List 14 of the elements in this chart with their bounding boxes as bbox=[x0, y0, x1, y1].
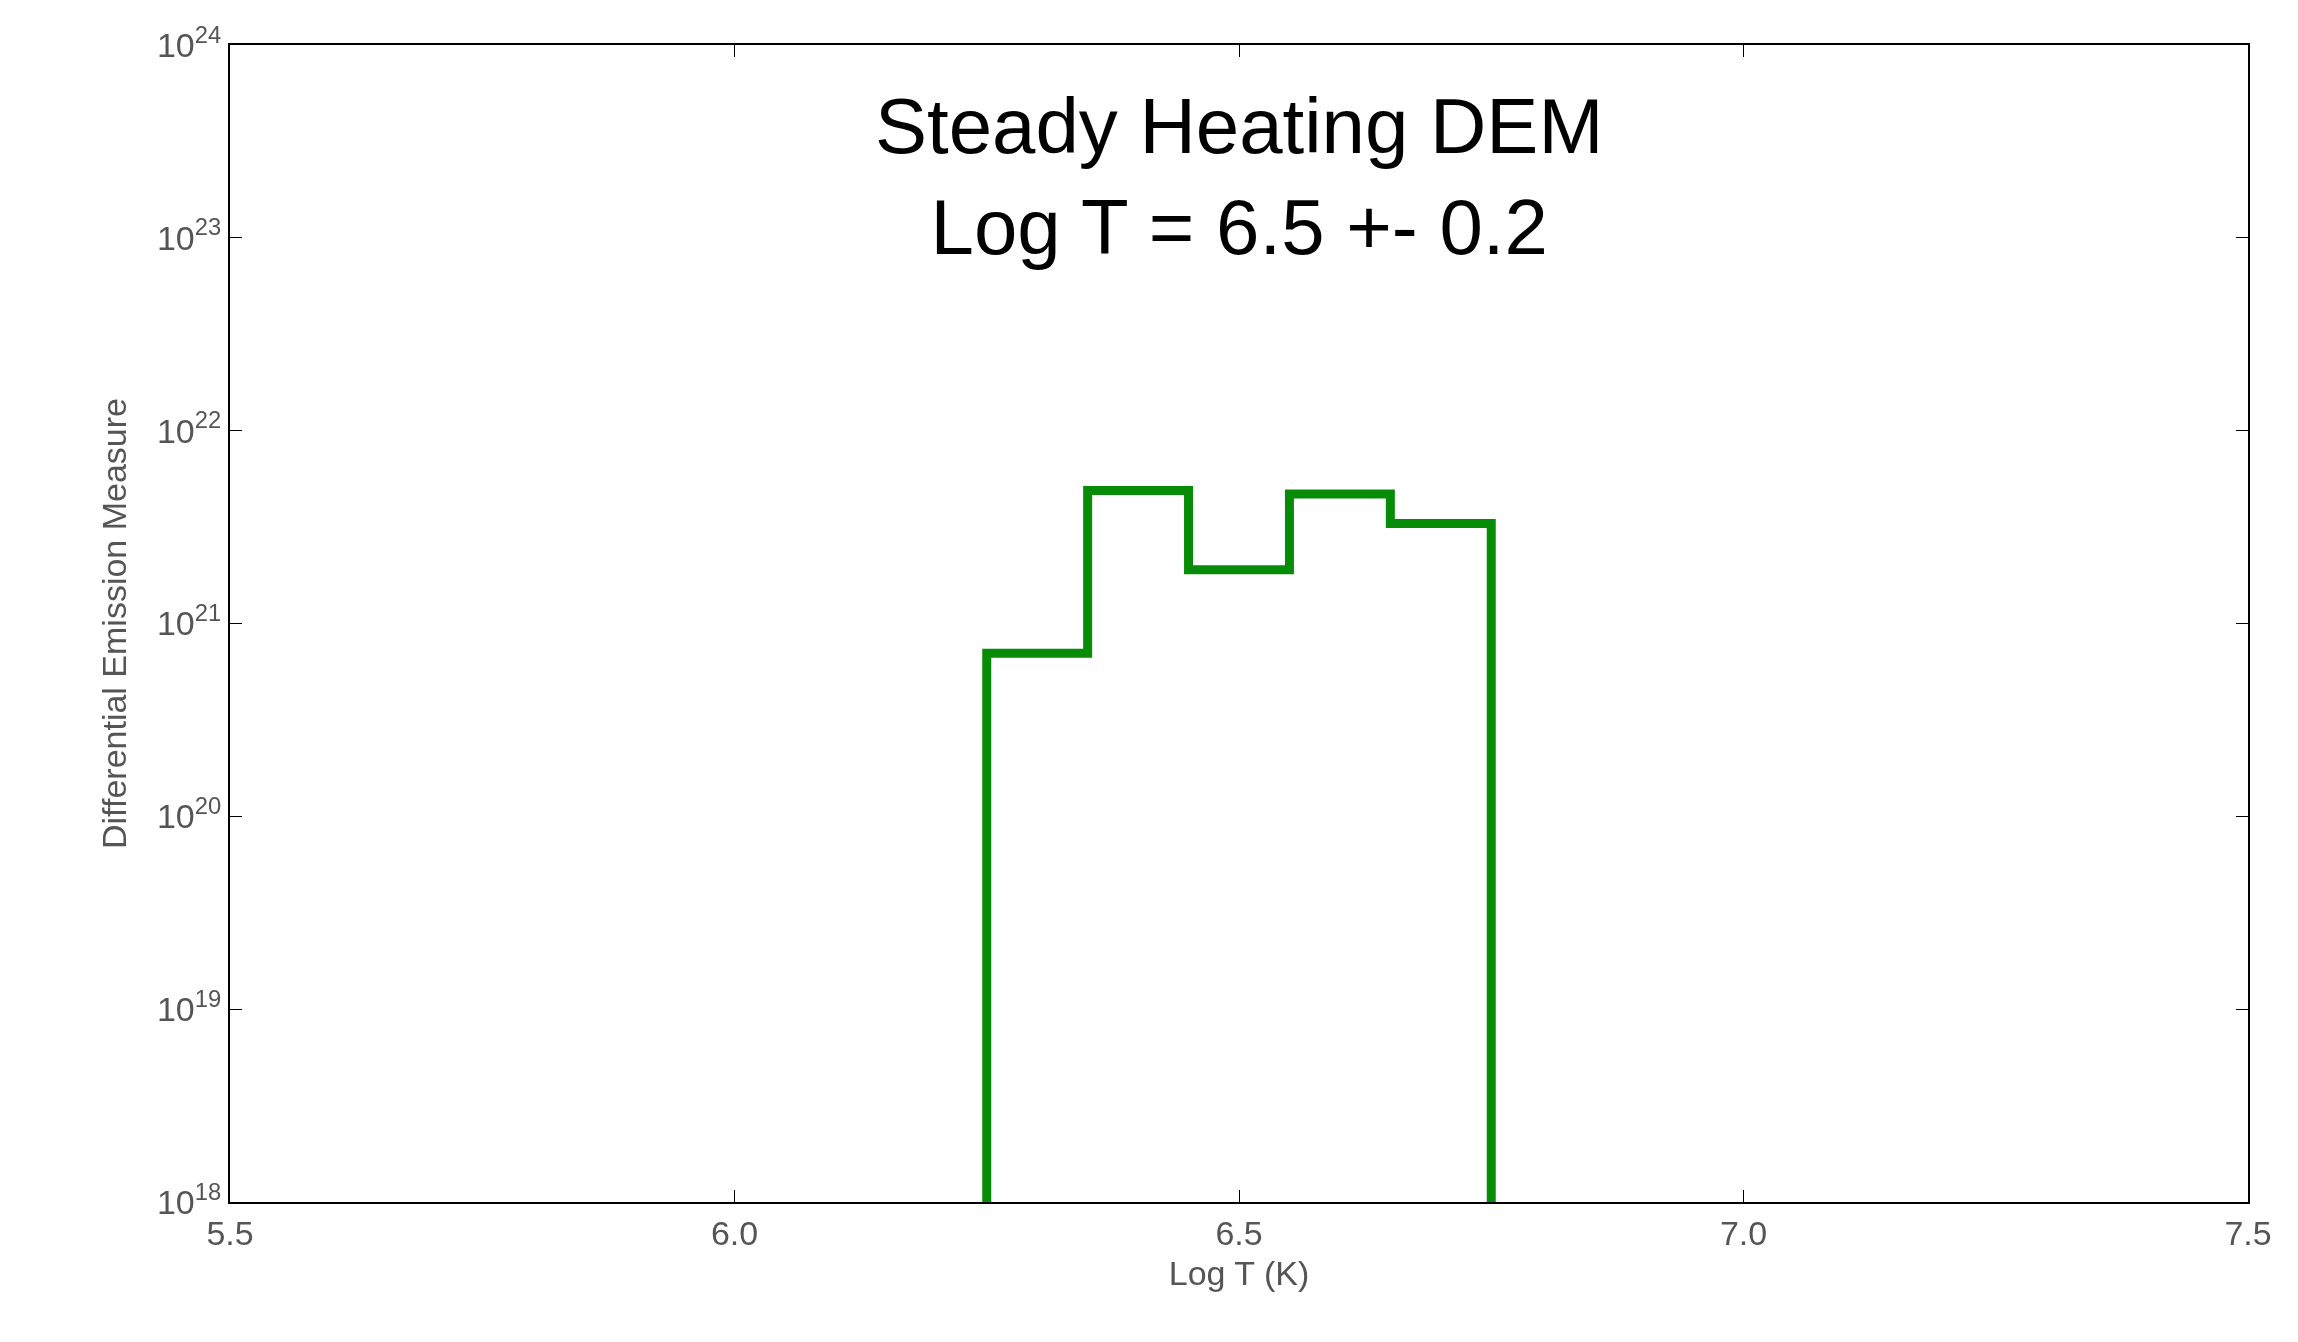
y-tick-label: 10$^{20}$ bbox=[156, 791, 222, 836]
y-tick-label: 10$^{21}$ bbox=[156, 599, 222, 643]
x-tick-label: 7.0 bbox=[1719, 1213, 1768, 1252]
x-tick-label: 6.5 bbox=[1215, 1213, 1263, 1252]
x-tick-label: 7.5 bbox=[2224, 1213, 2272, 1252]
y-tick-label: 10$^{24}$ bbox=[156, 20, 222, 64]
y-tick-label: 10$^{23}$ bbox=[156, 213, 222, 257]
x-axis-title: Log T (K) bbox=[1168, 1253, 1310, 1292]
y-axis-title: Differential Emission Measure bbox=[94, 398, 133, 849]
x-tick-label: 6.0 bbox=[710, 1213, 759, 1252]
y-tick-label: 10$^{19}$ bbox=[156, 984, 222, 1029]
text: Steady Heating DEM bbox=[875, 82, 1604, 170]
text: Log T = 6.5 +- 0.2 bbox=[930, 183, 1548, 272]
y-tick-label: 10$^{22}$ bbox=[156, 406, 222, 450]
